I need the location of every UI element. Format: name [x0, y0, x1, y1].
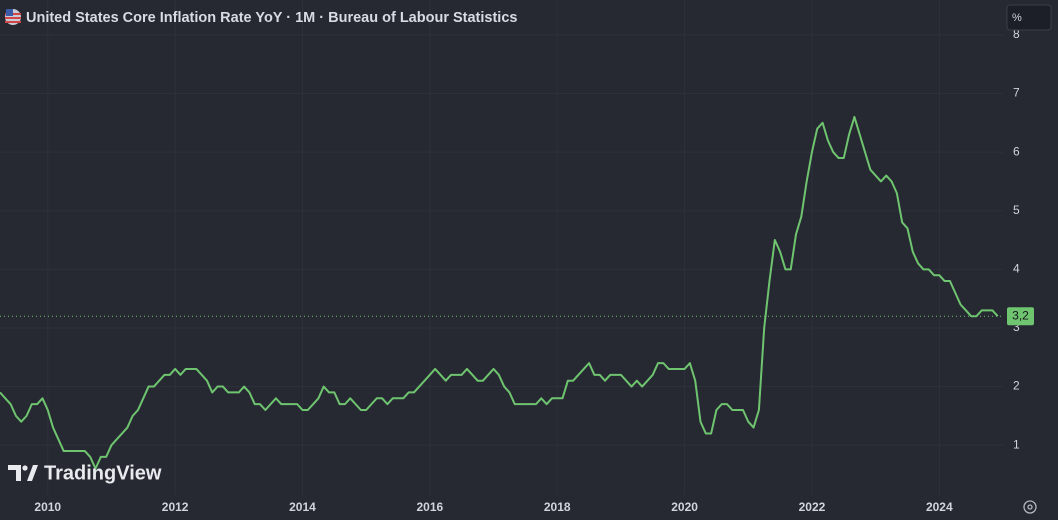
y-tick-label: 1 — [1013, 437, 1020, 451]
x-tick-label: 2014 — [289, 500, 316, 514]
x-tick-label: 2018 — [544, 500, 571, 514]
x-tick-label: 2012 — [162, 500, 189, 514]
unit-button[interactable] — [1006, 4, 1052, 31]
x-tick-label: 2010 — [34, 500, 61, 514]
watermark: TradingView — [44, 462, 162, 484]
y-tick-label: 3 — [1013, 320, 1020, 334]
y-tick-label: 5 — [1013, 203, 1020, 217]
price-label: 3,2 — [1012, 308, 1029, 322]
x-tick-label: 2022 — [799, 500, 826, 514]
y-tick-label: 2 — [1013, 379, 1020, 393]
flag-icon — [5, 9, 21, 25]
axes: 1 2 3 4 5 6 7 8 2010 2012 2014 2016 2018 2020 2022 2024… — [34, 27, 1034, 514]
y-tick-label: 8 — [1013, 27, 1020, 41]
y-tick-label: 4 — [1013, 261, 1020, 275]
y-tick-label: 6 — [1013, 144, 1020, 158]
settings-icon[interactable] — [1023, 500, 1037, 514]
x-tick-label: 2024 — [926, 500, 953, 514]
chart-title: United States Core Inflation Rate YoY · … — [26, 10, 517, 26]
unit-button-label[interactable]: % — [1012, 12, 1022, 24]
y-tick-label: 7 — [1013, 86, 1020, 100]
x-tick-label: 2020 — [671, 500, 698, 514]
plot-area — [0, 115, 1003, 470]
price-label-box — [1007, 307, 1034, 326]
x-tick-label: 2016 — [417, 500, 444, 514]
grid — [0, 0, 1003, 495]
watermark-logo — [8, 465, 38, 481]
line-series — [0, 115, 999, 470]
